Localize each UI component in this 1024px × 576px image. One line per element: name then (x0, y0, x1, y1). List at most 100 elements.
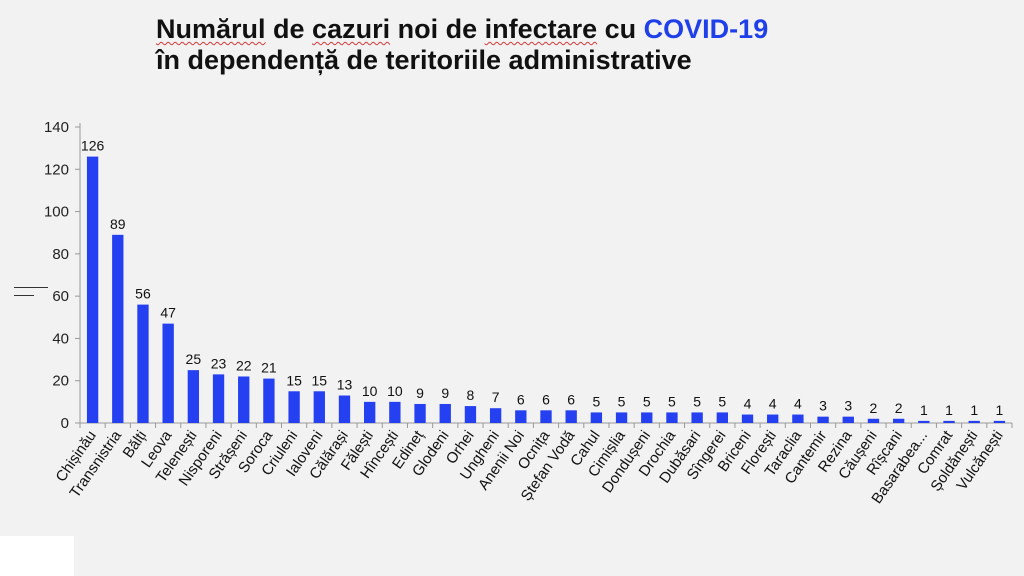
data-label: 6 (567, 391, 575, 407)
data-label: 47 (160, 305, 176, 321)
data-label: 6 (542, 391, 550, 407)
bar (364, 401, 376, 423)
data-label: 2 (870, 400, 878, 416)
data-label: 13 (337, 377, 353, 393)
bar (615, 412, 628, 423)
data-label: 4 (769, 396, 777, 412)
y-tick-label: 60 (52, 288, 69, 305)
bar (540, 410, 552, 423)
bar (439, 403, 451, 423)
data-label: 3 (819, 398, 827, 414)
title-covid-accent: COVID-19 (643, 14, 769, 44)
side-dash-mark (14, 287, 48, 288)
bar (943, 420, 955, 423)
y-tick-label: 140 (44, 119, 69, 136)
bar (892, 418, 905, 423)
bar (817, 416, 829, 423)
bar (741, 414, 754, 423)
bar (313, 391, 325, 423)
data-label: 4 (794, 396, 802, 412)
bar (792, 414, 804, 423)
bar (414, 403, 426, 423)
title-line-1: Numărul de cazuri noi de infectare cu CO… (156, 14, 956, 45)
title-word-infectare: infectare (484, 14, 598, 44)
y-tick-label: 20 (52, 373, 69, 390)
bar (515, 410, 527, 423)
data-label: 25 (186, 351, 202, 367)
data-label: 15 (312, 372, 328, 388)
data-label: 7 (492, 389, 500, 405)
y-tick-label: 0 (61, 415, 69, 432)
data-label: 5 (718, 393, 726, 409)
bar (137, 304, 149, 423)
bar (590, 412, 603, 423)
bar (691, 412, 703, 423)
data-label: 1 (970, 402, 978, 418)
data-label: 1 (996, 402, 1004, 418)
bar (464, 406, 477, 423)
bars (86, 156, 1006, 423)
bar (263, 378, 275, 423)
title-line-2: în dependență de teritoriile administrat… (156, 45, 692, 75)
bar (968, 420, 980, 423)
data-label: 89 (110, 216, 126, 232)
y-tick-label: 80 (52, 246, 69, 263)
side-dash-mark (14, 295, 34, 296)
bar (187, 370, 200, 423)
data-label: 10 (387, 383, 403, 399)
bar (162, 323, 174, 423)
data-label: 21 (261, 360, 277, 376)
data-label: 9 (441, 385, 449, 401)
data-label: 3 (844, 398, 852, 414)
chart-title: Numărul de cazuri noi de infectare cu CO… (156, 14, 956, 76)
bar (993, 420, 1006, 423)
x-tick-labels: ChișinăuTransnistriaBălțiLeovaTeleneștiN… (52, 427, 1006, 507)
bar (666, 412, 678, 423)
bar (238, 376, 250, 423)
data-label: 5 (592, 393, 600, 409)
data-label: 8 (467, 387, 475, 403)
data-label: 6 (517, 391, 525, 407)
bar (338, 395, 351, 423)
bar (867, 418, 880, 423)
bar (389, 401, 401, 423)
data-label: 5 (693, 393, 701, 409)
data-label: 1 (945, 402, 953, 418)
data-label: 4 (744, 396, 752, 412)
bar (86, 156, 99, 423)
bar (716, 412, 728, 423)
y-tick-label: 100 (44, 204, 69, 221)
data-label: 23 (211, 355, 227, 371)
title-text-de: de (265, 14, 313, 44)
bar (918, 420, 930, 423)
title-text-noi-de: noi de (390, 14, 485, 44)
bar (842, 416, 854, 423)
bar (641, 412, 653, 423)
data-label: 15 (286, 372, 302, 388)
data-label: 10 (362, 383, 378, 399)
y-tick-label: 120 (44, 161, 69, 178)
data-label: 56 (135, 286, 151, 302)
title-word-numarul: Numărul (156, 14, 266, 44)
data-label: 5 (618, 393, 626, 409)
data-label: 5 (668, 393, 676, 409)
bar (767, 414, 779, 423)
bar (288, 391, 300, 423)
bar (489, 408, 502, 423)
bar (212, 374, 225, 423)
title-text-cu: cu (597, 14, 644, 44)
corner-blank-area (0, 536, 74, 576)
bar (565, 410, 577, 423)
data-label: 22 (236, 357, 252, 373)
data-label: 2 (895, 400, 903, 416)
data-label: 9 (416, 385, 424, 401)
data-label: 1 (920, 402, 928, 418)
title-word-cazuri: cazuri (312, 14, 391, 44)
data-label: 126 (81, 138, 105, 154)
data-label: 5 (643, 393, 651, 409)
y-tick-label: 40 (52, 330, 69, 347)
bar (112, 234, 124, 423)
